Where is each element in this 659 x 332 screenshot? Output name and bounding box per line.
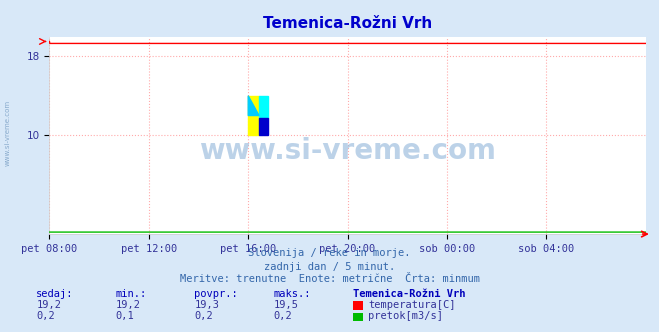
Text: 0,2: 0,2: [194, 311, 213, 321]
Text: pretok[m3/s]: pretok[m3/s]: [368, 311, 444, 321]
Text: Slovenija / reke in morje.: Slovenija / reke in morje.: [248, 248, 411, 258]
Text: www.si-vreme.com: www.si-vreme.com: [5, 100, 11, 166]
Text: maks.:: maks.:: [273, 289, 311, 299]
Text: 0,1: 0,1: [115, 311, 134, 321]
Text: 19,2: 19,2: [115, 300, 140, 310]
Text: Temenica-Rožni Vrh: Temenica-Rožni Vrh: [353, 289, 465, 299]
Text: povpr.:: povpr.:: [194, 289, 238, 299]
Bar: [248, 96, 259, 135]
Text: www.si-vreme.com: www.si-vreme.com: [199, 137, 496, 165]
Text: Meritve: trenutne  Enote: metrične  Črta: minmum: Meritve: trenutne Enote: metrične Črta: …: [179, 274, 480, 284]
Text: sedaj:: sedaj:: [36, 289, 74, 299]
Text: 19,2: 19,2: [36, 300, 61, 310]
Text: 19,3: 19,3: [194, 300, 219, 310]
Text: 0,2: 0,2: [36, 311, 55, 321]
Text: 19,5: 19,5: [273, 300, 299, 310]
Text: 0,2: 0,2: [273, 311, 292, 321]
Text: min.:: min.:: [115, 289, 146, 299]
Bar: [259, 96, 268, 118]
Text: zadnji dan / 5 minut.: zadnji dan / 5 minut.: [264, 262, 395, 272]
Text: temperatura[C]: temperatura[C]: [368, 300, 456, 310]
Title: Temenica-Rožni Vrh: Temenica-Rožni Vrh: [263, 16, 432, 31]
Bar: [259, 118, 268, 135]
Polygon shape: [248, 96, 259, 116]
